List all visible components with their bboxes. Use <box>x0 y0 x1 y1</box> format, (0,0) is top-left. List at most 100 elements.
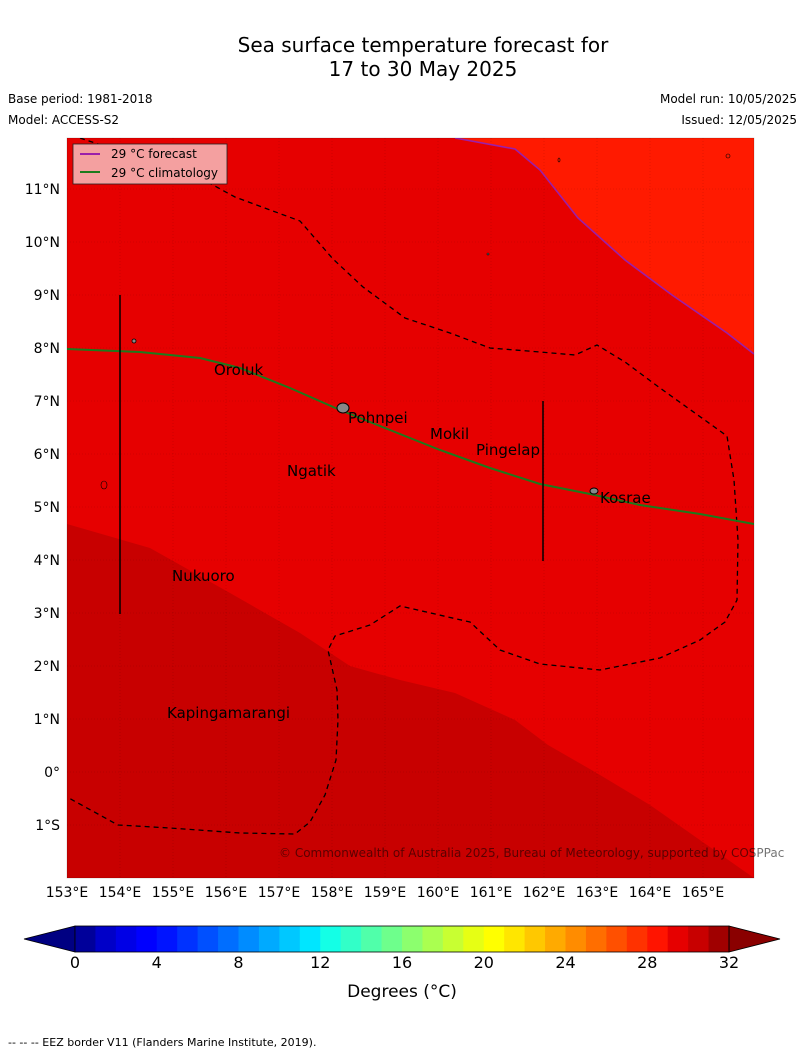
colorbar-swatch <box>545 926 566 952</box>
colorbar-tick-label: 32 <box>719 953 739 972</box>
latitude-tick-label: 3°N <box>34 606 60 622</box>
longitude-labels: 153°E 154°E 155°E 156°E 157°E 158°E 159°E 160°E… <box>46 885 725 901</box>
kosrae-island <box>589 487 599 495</box>
model-run: Model run: 10/05/2025 <box>659 92 797 106</box>
longitude-tick-label: 165°E <box>682 885 725 901</box>
place-label-pohnpei: Pohnpei <box>348 409 408 427</box>
longitude-tick-label: 158°E <box>311 885 354 901</box>
latitude-labels: 11°N 10°N 9°N 8°N 7°N 6°N 5°N 4°N 3°N 2°N 1°N 0° 1°S <box>25 182 60 834</box>
colorbar-swatch <box>463 926 485 952</box>
climatology-29c-line <box>67 348 754 525</box>
colorbar-swatch <box>340 926 362 952</box>
longitude-tick-label: 159°E <box>364 885 407 901</box>
longitude-tick-label: 157°E <box>258 885 301 901</box>
latitude-tick-label: 7°N <box>34 394 60 410</box>
colorbar-swatch <box>75 926 96 952</box>
latitude-tick-label: 5°N <box>34 500 60 516</box>
place-label-kapingamarangi: Kapingamarangi <box>167 704 290 722</box>
place-label-nukuoro: Nukuoro <box>172 567 235 585</box>
eez-border-north <box>67 138 739 835</box>
longitude-tick-label: 155°E <box>152 885 195 901</box>
legend-climatology-label: 29 °C climatology <box>111 166 218 180</box>
eez-footnote: -- -- -- EEZ border V11 (Flanders Marine… <box>8 1036 317 1049</box>
colorbar-max-arrow <box>728 925 781 953</box>
colorbar-swatch <box>218 926 239 952</box>
title-line-1: Sea surface temperature forecast for <box>237 33 609 57</box>
colorbar-swatch <box>95 926 117 952</box>
map-area <box>67 138 754 878</box>
colorbar-swatch <box>565 926 587 952</box>
copyright-text: © Commonwealth of Australia 2025, Bureau… <box>279 846 784 860</box>
colorbar-swatch <box>136 926 158 952</box>
colorbar-tick-label: 20 <box>474 953 494 972</box>
colorbar-swatch <box>177 926 199 952</box>
place-labels: Oroluk Pohnpei Mokil Pingelap Ngatik Kos… <box>167 361 651 722</box>
colorbar-swatch <box>258 926 280 952</box>
issued-date: Issued: 12/05/2025 <box>681 113 797 127</box>
longitude-tick-label: 156°E <box>205 885 248 901</box>
colorbar-swatch <box>115 926 137 952</box>
latitude-tick-label: 0° <box>44 765 60 781</box>
islet <box>131 338 137 344</box>
legend-box: 29 °C forecast 29 °C climatology <box>72 143 228 185</box>
place-label-pingelap: Pingelap <box>476 441 540 459</box>
sst-cool-region <box>67 524 754 878</box>
colorbar-tick-label: 4 <box>152 953 162 972</box>
latitude-tick-label: 11°N <box>25 182 60 198</box>
colorbar-tick-labels: 0 4 8 12 16 20 24 28 32 <box>70 953 739 972</box>
place-label-ngatik: Ngatik <box>287 462 336 480</box>
longitude-tick-label: 161°E <box>470 885 513 901</box>
colorbar-swatch <box>606 926 628 952</box>
colorbar-swatch <box>156 926 178 952</box>
forecast-29c-line <box>454 138 754 355</box>
colorbar-swatch <box>626 926 648 952</box>
latitude-tick-label: 1°N <box>34 712 60 728</box>
colorbar-tick-label: 24 <box>555 953 575 972</box>
colorbar-swatch <box>483 926 505 952</box>
pohnpei-island <box>336 402 350 414</box>
colorbar-tick-label: 0 <box>70 953 80 972</box>
base-period: Base period: 1981-2018 <box>8 92 153 106</box>
colorbar <box>23 925 781 953</box>
latitude-tick-label: 8°N <box>34 341 60 357</box>
latitude-tick-label: 10°N <box>25 235 60 251</box>
latitude-tick-label: 6°N <box>34 447 60 463</box>
colorbar-label: Degrees (°C) <box>347 982 457 1002</box>
place-label-kosrae: Kosrae <box>600 489 651 507</box>
colorbar-tick-label: 16 <box>392 953 412 972</box>
colorbar-swatch <box>585 926 607 952</box>
colorbar-tick-label: 8 <box>233 953 243 972</box>
colorbar-tick-label: 28 <box>637 953 657 972</box>
colorbar-tick-label: 12 <box>310 953 330 972</box>
colorbar-swatch <box>197 926 219 952</box>
colorbar-swatch <box>402 926 423 952</box>
latitude-tick-label: 4°N <box>34 553 60 569</box>
islet <box>100 480 108 490</box>
colorbar-swatch <box>279 926 301 952</box>
colorbar-swatch <box>688 926 710 952</box>
colorbar-swatch <box>442 926 464 952</box>
colorbar-swatch <box>647 926 669 952</box>
place-label-mokil: Mokil <box>430 425 469 443</box>
colorbar-swatch <box>381 926 403 952</box>
colorbar-swatch <box>238 926 260 952</box>
longitude-tick-label: 163°E <box>576 885 619 901</box>
colorbar-swatch <box>708 926 730 952</box>
model-name: Model: ACCESS-S2 <box>8 113 120 127</box>
legend-forecast-label: 29 °C forecast <box>111 147 197 161</box>
longitude-tick-label: 164°E <box>629 885 672 901</box>
colorbar-swatch <box>361 926 383 952</box>
latitude-tick-label: 9°N <box>34 288 60 304</box>
islet <box>486 252 490 256</box>
latitude-tick-label: 2°N <box>34 659 60 675</box>
colorbar-swatch <box>524 926 546 952</box>
colorbar-swatch <box>320 926 342 952</box>
map-frame <box>66 137 755 879</box>
colorbar-swatch <box>422 926 444 952</box>
longitude-tick-label: 160°E <box>417 885 460 901</box>
longitude-tick-label: 162°E <box>523 885 566 901</box>
latitude-tick-label: 1°S <box>35 818 60 834</box>
colorbar-swatch <box>504 926 526 952</box>
longitude-tick-label: 154°E <box>99 885 142 901</box>
